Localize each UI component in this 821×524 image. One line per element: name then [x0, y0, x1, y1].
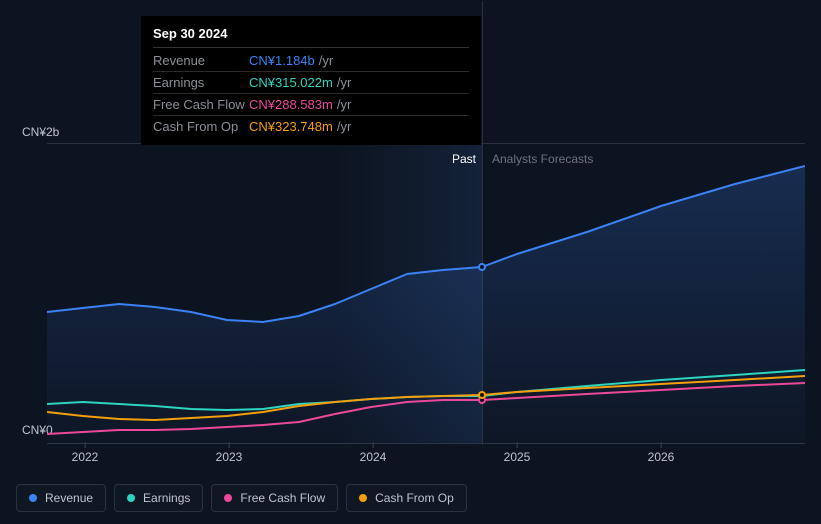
plot-area[interactable]: Past Analysts Forecasts — [47, 143, 805, 444]
x-tick-2024: 2024 — [360, 450, 387, 464]
legend-dot-fcf — [224, 494, 232, 502]
tooltip-row-free-cash-flow: Free Cash FlowCN¥288.583m/yr — [153, 94, 469, 116]
legend-label-earnings: Earnings — [143, 491, 190, 505]
tooltip-row-label: Revenue — [153, 53, 249, 68]
legend-item-fcf[interactable]: Free Cash Flow — [211, 484, 338, 512]
x-axis: 2022 2023 2024 2025 2026 — [47, 450, 805, 470]
legend-item-revenue[interactable]: Revenue — [16, 484, 106, 512]
legend-label-cfo: Cash From Op — [375, 491, 454, 505]
tooltip-row-label: Earnings — [153, 75, 249, 90]
x-tick-2026: 2026 — [648, 450, 675, 464]
x-tick-2023: 2023 — [216, 450, 243, 464]
legend-item-earnings[interactable]: Earnings — [114, 484, 203, 512]
tooltip-row-value: CN¥323.748m — [249, 119, 333, 134]
tooltip-row-unit: /yr — [337, 119, 351, 134]
x-tick-2025: 2025 — [504, 450, 531, 464]
legend-dot-revenue — [29, 494, 37, 502]
tooltip-row-earnings: EarningsCN¥315.022m/yr — [153, 72, 469, 94]
legend-item-cfo[interactable]: Cash From Op — [346, 484, 467, 512]
legend-dot-earnings — [127, 494, 135, 502]
tooltip-row-unit: /yr — [337, 97, 351, 112]
tooltip-row-label: Free Cash Flow — [153, 97, 249, 112]
tooltip-row-cash-from-op: Cash From OpCN¥323.748m/yr — [153, 116, 469, 137]
tooltip-row-value: CN¥1.184b — [249, 53, 315, 68]
legend: Revenue Earnings Free Cash Flow Cash Fro… — [16, 484, 467, 512]
chart-svg — [47, 144, 805, 445]
hover-tooltip: Sep 30 2024 RevenueCN¥1.184b/yrEarningsC… — [141, 16, 481, 145]
marker-cash-from-op — [478, 391, 486, 399]
tooltip-row-unit: /yr — [319, 53, 333, 68]
legend-dot-cfo — [359, 494, 367, 502]
y-axis-max-label: CN¥2b — [22, 125, 59, 139]
marker-revenue — [478, 263, 486, 271]
legend-label-fcf: Free Cash Flow — [240, 491, 325, 505]
tooltip-row-revenue: RevenueCN¥1.184b/yr — [153, 50, 469, 72]
tooltip-row-value: CN¥315.022m — [249, 75, 333, 90]
tooltip-title: Sep 30 2024 — [153, 26, 469, 48]
tooltip-row-value: CN¥288.583m — [249, 97, 333, 112]
legend-label-revenue: Revenue — [45, 491, 93, 505]
tooltip-row-label: Cash From Op — [153, 119, 249, 134]
tooltip-row-unit: /yr — [337, 75, 351, 90]
x-tick-2022: 2022 — [72, 450, 99, 464]
